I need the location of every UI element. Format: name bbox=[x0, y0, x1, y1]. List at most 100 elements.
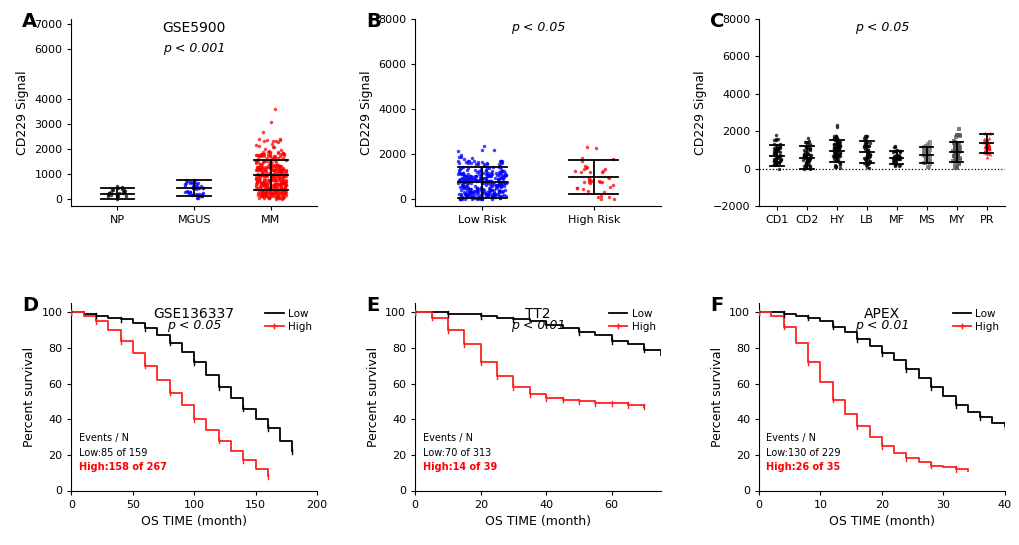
Point bbox=[980, 145, 997, 154]
Point bbox=[460, 170, 476, 179]
Point bbox=[190, 178, 206, 187]
Point bbox=[248, 181, 264, 190]
Point bbox=[253, 192, 269, 201]
Point bbox=[801, 165, 817, 173]
Point bbox=[249, 162, 265, 171]
Point bbox=[493, 188, 510, 197]
Point bbox=[825, 135, 842, 143]
Point bbox=[464, 187, 480, 196]
Point bbox=[976, 146, 993, 154]
Point bbox=[250, 165, 266, 174]
Point bbox=[478, 188, 494, 197]
Point bbox=[829, 146, 846, 154]
Point bbox=[795, 161, 811, 170]
Point bbox=[979, 141, 996, 150]
Point bbox=[183, 177, 200, 186]
Point bbox=[271, 194, 287, 203]
Point bbox=[765, 136, 782, 145]
Point bbox=[771, 140, 788, 148]
Point bbox=[485, 190, 501, 198]
Point bbox=[467, 181, 483, 190]
Point bbox=[472, 171, 488, 179]
Point bbox=[257, 165, 273, 173]
Point bbox=[267, 186, 283, 195]
Point bbox=[272, 178, 288, 187]
Point bbox=[492, 174, 508, 183]
Point bbox=[263, 189, 279, 198]
Point bbox=[264, 142, 280, 151]
Point bbox=[857, 156, 873, 165]
Text: Events / N: Events / N bbox=[422, 433, 472, 444]
Y-axis label: CD229 Signal: CD229 Signal bbox=[693, 70, 706, 155]
Point bbox=[462, 172, 478, 180]
Point bbox=[799, 134, 815, 143]
Point bbox=[859, 149, 875, 158]
Point bbox=[832, 160, 848, 169]
Point bbox=[483, 169, 499, 178]
Point bbox=[251, 171, 267, 180]
Point bbox=[258, 186, 274, 195]
Point bbox=[480, 177, 496, 185]
Point bbox=[269, 193, 285, 202]
Point bbox=[478, 177, 494, 186]
Point bbox=[477, 174, 493, 183]
Point bbox=[276, 180, 292, 189]
Point bbox=[825, 153, 842, 162]
Point bbox=[450, 190, 467, 199]
Point bbox=[769, 146, 786, 155]
Point bbox=[981, 129, 998, 138]
Point bbox=[470, 185, 486, 193]
Point bbox=[825, 146, 842, 154]
Point bbox=[469, 160, 485, 168]
Point bbox=[272, 172, 288, 181]
Point bbox=[262, 170, 278, 179]
Point bbox=[590, 177, 606, 185]
Point bbox=[263, 189, 279, 197]
Point bbox=[464, 192, 480, 201]
Point bbox=[771, 155, 788, 164]
Y-axis label: Percent survival: Percent survival bbox=[366, 347, 379, 447]
Point bbox=[251, 171, 267, 180]
Point bbox=[256, 152, 272, 160]
Point bbox=[828, 149, 845, 158]
Point bbox=[483, 181, 499, 190]
Point bbox=[181, 190, 198, 198]
Point bbox=[980, 144, 997, 153]
Point bbox=[258, 178, 274, 187]
Point bbox=[251, 165, 267, 173]
Point bbox=[262, 187, 278, 196]
Point bbox=[858, 159, 874, 167]
Point bbox=[860, 158, 876, 167]
Point bbox=[857, 160, 873, 169]
Point bbox=[468, 177, 484, 186]
Point bbox=[887, 147, 903, 155]
Point bbox=[765, 140, 782, 148]
Point bbox=[859, 160, 875, 168]
Point bbox=[473, 183, 489, 191]
Point bbox=[949, 139, 965, 148]
Point bbox=[827, 162, 844, 171]
Point bbox=[472, 195, 488, 203]
Point bbox=[915, 148, 931, 156]
Point bbox=[473, 177, 489, 185]
Point bbox=[492, 167, 508, 176]
Point bbox=[832, 137, 848, 146]
Point bbox=[272, 183, 288, 192]
Point bbox=[891, 155, 907, 164]
Point bbox=[859, 142, 875, 150]
Point bbox=[566, 166, 582, 175]
Point bbox=[257, 185, 273, 193]
Point bbox=[260, 148, 276, 157]
Point bbox=[262, 159, 278, 167]
Point bbox=[260, 175, 276, 184]
Point bbox=[950, 124, 966, 133]
Point bbox=[796, 164, 812, 172]
Point bbox=[829, 143, 846, 152]
Point bbox=[452, 194, 469, 203]
Point bbox=[464, 192, 480, 201]
Point bbox=[266, 186, 282, 195]
Point bbox=[262, 150, 278, 159]
Point bbox=[255, 148, 271, 156]
Point bbox=[270, 173, 286, 182]
Point bbox=[827, 143, 844, 152]
